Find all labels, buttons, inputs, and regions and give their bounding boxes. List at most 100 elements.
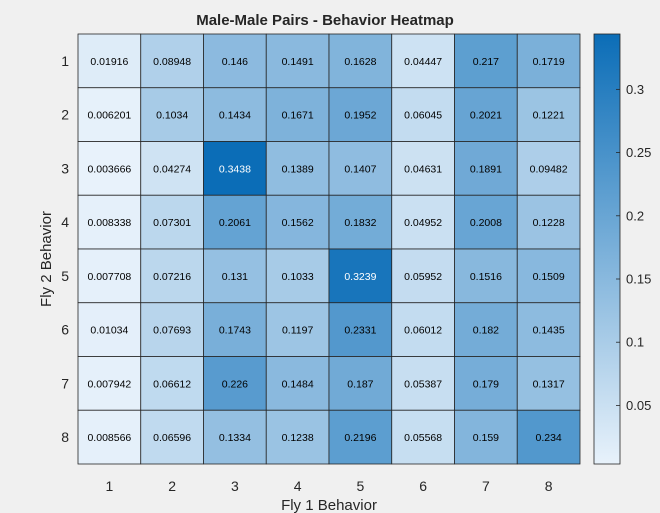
cell-value-label: 0.008338 bbox=[87, 217, 131, 229]
cell-value-label: 0.1516 bbox=[470, 271, 502, 283]
colorbar-tick-label: 0.2 bbox=[626, 208, 644, 223]
heatmap-cell bbox=[203, 248, 267, 304]
heatmap-cell bbox=[77, 409, 142, 465]
cell-value-label: 0.008566 bbox=[87, 432, 131, 444]
cell-value-label: 0.1221 bbox=[533, 110, 565, 122]
heatmap-cell bbox=[454, 302, 518, 357]
cell-value-label: 0.09482 bbox=[530, 163, 568, 175]
heatmap-cell bbox=[140, 87, 204, 142]
heatmap-cell bbox=[77, 141, 142, 196]
heatmap-cell bbox=[77, 194, 142, 250]
cell-value-label: 0.05568 bbox=[404, 432, 442, 444]
heatmap-cell bbox=[77, 33, 142, 89]
heatmap-cell bbox=[391, 141, 455, 196]
x-tick-label: 2 bbox=[168, 478, 176, 494]
heatmap-cell bbox=[516, 248, 581, 304]
cell-value-label: 0.1435 bbox=[533, 325, 565, 337]
cell-value-label: 0.1628 bbox=[344, 56, 376, 68]
cell-value-label: 0.04447 bbox=[404, 56, 442, 68]
cell-value-label: 0.07216 bbox=[153, 271, 191, 283]
heatmap-cell bbox=[516, 141, 581, 196]
cell-value-label: 0.1334 bbox=[219, 432, 251, 444]
heatmap-cell bbox=[391, 409, 455, 465]
heatmap-cell bbox=[203, 141, 267, 196]
y-tick-label: 4 bbox=[61, 214, 69, 230]
cell-value-label: 0.06045 bbox=[404, 110, 442, 122]
x-tick-label: 3 bbox=[231, 478, 239, 494]
heatmap-cell bbox=[516, 409, 581, 465]
cell-value-label: 0.01916 bbox=[90, 56, 128, 68]
heatmap-cell bbox=[328, 33, 393, 89]
heatmap-cell bbox=[391, 33, 455, 89]
heatmap-cell bbox=[516, 87, 581, 142]
cell-value-label: 0.2061 bbox=[219, 217, 251, 229]
y-tick-label: 2 bbox=[61, 107, 69, 123]
cell-value-label: 0.05952 bbox=[404, 271, 442, 283]
cell-value-label: 0.1034 bbox=[156, 110, 188, 122]
cell-value-label: 0.07693 bbox=[153, 325, 191, 337]
cell-value-label: 0.226 bbox=[222, 378, 248, 390]
heatmap-cell bbox=[203, 33, 267, 89]
heatmap-cell bbox=[328, 302, 393, 357]
heatmap-cell bbox=[454, 248, 518, 304]
cell-value-label: 0.234 bbox=[535, 432, 561, 444]
cell-value-label: 0.1407 bbox=[344, 163, 376, 175]
x-tick-label: 7 bbox=[482, 478, 490, 494]
heatmap-cell bbox=[265, 248, 330, 304]
colorbar-tick-label: 0.3 bbox=[626, 82, 644, 97]
x-axis-label: Fly 1 Behavior bbox=[281, 497, 377, 513]
heatmap-cell bbox=[265, 33, 330, 89]
heatmap-cell bbox=[265, 409, 330, 465]
heatmap-cell bbox=[328, 356, 393, 411]
y-axis-label: Fly 2 Behavior bbox=[38, 211, 55, 307]
cell-value-label: 0.2021 bbox=[470, 110, 502, 122]
colorbar-tick-label: 0.25 bbox=[626, 145, 651, 160]
cell-value-label: 0.1952 bbox=[344, 110, 376, 122]
cell-value-label: 0.05387 bbox=[404, 378, 442, 390]
cell-value-label: 0.2008 bbox=[470, 217, 502, 229]
cell-value-label: 0.01034 bbox=[90, 325, 128, 337]
heatmap-cell bbox=[516, 302, 581, 357]
cell-value-label: 0.1509 bbox=[533, 271, 565, 283]
cell-value-label: 0.1197 bbox=[282, 325, 313, 337]
cell-value-label: 0.006201 bbox=[87, 110, 131, 122]
y-axis-ticks: 1 2 3 4 5 6 7 8 bbox=[61, 53, 69, 445]
cell-value-label: 0.3438 bbox=[219, 163, 251, 175]
cell-value-label: 0.1484 bbox=[282, 378, 314, 390]
heatmap-cell bbox=[265, 141, 330, 196]
cell-value-label: 0.1891 bbox=[470, 163, 502, 175]
heatmap-cell bbox=[391, 248, 455, 304]
cell-value-label: 0.2331 bbox=[344, 325, 376, 337]
heatmap-cell bbox=[328, 194, 393, 250]
cell-value-label: 0.182 bbox=[473, 325, 499, 337]
cell-value-label: 0.187 bbox=[347, 378, 373, 390]
y-tick-label: 6 bbox=[61, 322, 69, 338]
cell-value-label: 0.217 bbox=[473, 56, 499, 68]
chart-title: Male-Male Pairs - Behavior Heatmap bbox=[196, 12, 454, 29]
x-tick-label: 5 bbox=[356, 478, 364, 494]
heatmap-cell bbox=[328, 141, 393, 196]
y-tick-label: 1 bbox=[61, 53, 69, 69]
heatmap-cells: 0.01916 0.08948 0.146 0.1491 0.1628 0.04447 0.… bbox=[77, 33, 581, 465]
cell-value-label: 0.159 bbox=[473, 432, 499, 444]
cell-value-label: 0.04952 bbox=[404, 217, 442, 229]
y-tick-label: 8 bbox=[61, 429, 69, 445]
cell-value-label: 0.1491 bbox=[282, 56, 314, 68]
cell-value-label: 0.08948 bbox=[153, 56, 191, 68]
cell-value-label: 0.007708 bbox=[87, 271, 131, 283]
heatmap-cell bbox=[391, 302, 455, 357]
heatmap-cell bbox=[391, 87, 455, 142]
heatmap-cell bbox=[391, 356, 455, 411]
cell-value-label: 0.007942 bbox=[87, 378, 131, 390]
x-tick-label: 8 bbox=[545, 478, 553, 494]
x-axis-ticks: 1 2 3 4 5 6 7 8 bbox=[105, 478, 552, 494]
x-tick-label: 4 bbox=[294, 478, 302, 494]
heatmap-cell bbox=[140, 356, 204, 411]
colorbar-tick-label: 0.05 bbox=[626, 398, 651, 413]
cell-value-label: 0.2196 bbox=[344, 432, 376, 444]
cell-value-label: 0.1832 bbox=[344, 217, 376, 229]
heatmap-cell bbox=[140, 33, 204, 89]
cell-value-label: 0.1238 bbox=[282, 432, 314, 444]
heatmap-cell bbox=[454, 194, 518, 250]
